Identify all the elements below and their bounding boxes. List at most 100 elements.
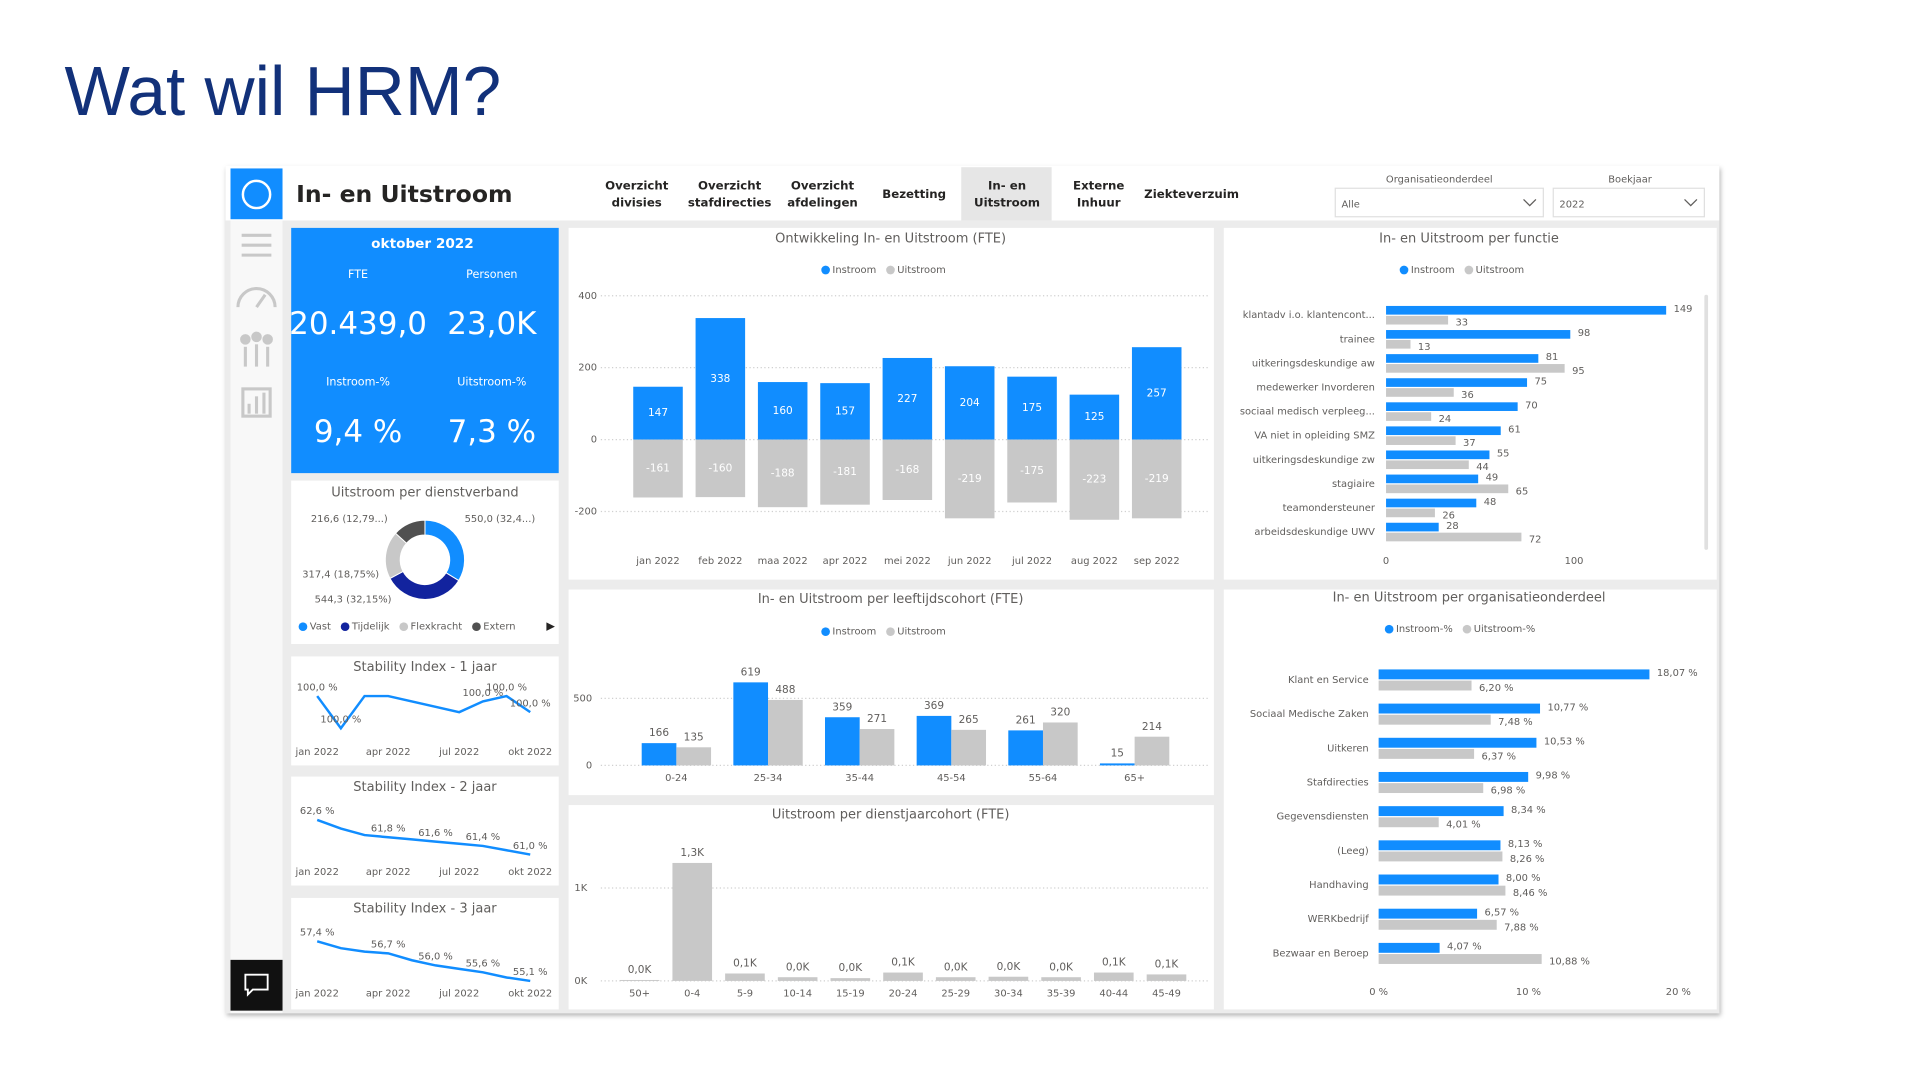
x-tick-label: jul 2022 <box>438 867 479 878</box>
bar <box>1069 394 1120 440</box>
x-tick-label: 25-29 <box>941 988 970 999</box>
data-label: 0,0K <box>944 961 969 973</box>
bar <box>1378 840 1501 851</box>
y-category-label: Stafdirecties <box>1307 778 1369 789</box>
chat-button[interactable] <box>230 959 283 1011</box>
kpi-value: 20.439,0 <box>289 306 427 342</box>
data-label: 55 <box>1497 449 1510 460</box>
bar <box>1386 474 1479 484</box>
data-label: 147 <box>648 407 668 419</box>
data-label: 55,6 % <box>466 959 501 970</box>
bar <box>676 747 712 766</box>
y-category-label: Klant en Service <box>1288 675 1369 686</box>
bar <box>1386 450 1490 460</box>
data-label: 100,0 % <box>486 682 527 693</box>
x-tick-label: aug 2022 <box>1071 556 1118 567</box>
logo <box>230 168 283 220</box>
kpi-label: Uitstroom-% <box>457 376 526 389</box>
data-label: -223 <box>1082 474 1106 486</box>
data-label: 33 <box>1456 318 1469 329</box>
x-tick-label: jul 2022 <box>438 988 479 999</box>
x-tick-label: 10 % <box>1516 987 1541 998</box>
chart-title: Uitstroom per dienstjaarcohort (FTE) <box>772 807 1010 822</box>
bar <box>1131 439 1182 519</box>
nav-tab[interactable]: Inhuur <box>1077 196 1121 210</box>
data-label: 100,0 % <box>320 715 361 726</box>
data-label: 175 <box>1022 402 1042 414</box>
x-tick-label: jan 2022 <box>635 556 679 567</box>
data-label: 7,88 % <box>1504 922 1539 933</box>
x-tick-label: 35-44 <box>845 773 874 784</box>
y-category-label: klantadv i.o. klantencont... <box>1243 310 1375 321</box>
chart-title: In- en Uitstroom per functie <box>1379 232 1559 247</box>
nav-tab[interactable]: Overzicht <box>605 178 669 192</box>
legend-label: Instroom <box>1411 265 1455 276</box>
legend-label: Extern <box>483 622 515 633</box>
data-label: 9,98 % <box>1536 771 1571 782</box>
bar <box>882 357 933 440</box>
y-category-label: trainee <box>1340 334 1375 345</box>
y-category-label: Handhaving <box>1309 880 1369 891</box>
data-label: 227 <box>897 393 917 405</box>
x-tick-label: okt 2022 <box>508 988 552 999</box>
y-tick-label: 500 <box>573 693 592 704</box>
bar <box>1386 388 1454 397</box>
legend-marker <box>886 265 895 275</box>
x-tick-label: 5-9 <box>737 988 753 999</box>
filter-dropdown[interactable] <box>1334 187 1544 218</box>
data-label: -188 <box>771 467 795 479</box>
bar <box>1042 722 1078 766</box>
bar <box>695 439 746 498</box>
filter-dropdown[interactable] <box>1552 187 1705 218</box>
data-label: 0,0K <box>628 964 653 976</box>
chart-title: Stability Index - 1 jaar <box>353 660 497 675</box>
nav-tab[interactable]: Bezetting <box>882 187 946 201</box>
data-label: -160 <box>708 462 732 474</box>
bar <box>1146 974 1187 981</box>
bar <box>935 977 976 981</box>
nav-tab[interactable]: stafdirecties <box>688 196 771 210</box>
legend-marker <box>1464 265 1474 275</box>
chart-title: In- en Uitstroom per organisatieonderdee… <box>1333 591 1606 606</box>
x-tick-label: 30-34 <box>994 988 1023 999</box>
data-label: -175 <box>1020 465 1044 477</box>
bar <box>1378 771 1529 782</box>
nav-tab[interactable]: afdelingen <box>787 196 858 210</box>
data-label: 0,1K <box>1155 959 1180 971</box>
legend-marker <box>1384 624 1394 634</box>
nav-tab[interactable]: Overzicht <box>791 178 855 192</box>
data-label: 214 <box>1142 721 1162 733</box>
data-label: 61 <box>1508 424 1521 435</box>
data-label: 8,34 % <box>1511 805 1546 816</box>
nav-tab[interactable]: Overzicht <box>698 178 762 192</box>
bar <box>1378 851 1503 862</box>
data-label: 75 <box>1534 376 1547 387</box>
nav-tab[interactable]: Ziekteverzuim <box>1144 187 1239 201</box>
y-category-label: Bezwaar en Beroep <box>1273 948 1369 959</box>
bar <box>1386 315 1449 325</box>
data-label: 265 <box>959 714 979 726</box>
data-label: 100,0 % <box>462 688 503 699</box>
x-tick-label: feb 2022 <box>698 556 742 567</box>
data-label: 216,6 (12,79...) <box>311 514 388 525</box>
nav-tab[interactable]: Externe <box>1073 178 1124 192</box>
legend-marker <box>821 265 830 275</box>
nav-tab[interactable]: In- en <box>988 178 1026 192</box>
data-label: 70 <box>1525 400 1538 411</box>
data-label: 261 <box>1016 714 1036 726</box>
nav-tab[interactable]: divisies <box>612 196 662 210</box>
data-label: 125 <box>1084 411 1104 423</box>
legend-more-arrow[interactable]: ▶ <box>546 620 555 633</box>
y-tick-label: 0 <box>591 435 597 446</box>
x-tick-label: mei 2022 <box>884 556 931 567</box>
x-tick-label: jul 2022 <box>1011 556 1052 567</box>
bar <box>1386 532 1522 542</box>
data-label: 0,1K <box>891 957 916 969</box>
data-label: 166 <box>649 727 669 739</box>
data-label: 7,48 % <box>1498 717 1533 728</box>
data-label: 10,88 % <box>1549 956 1590 967</box>
data-label: 61,0 % <box>513 841 548 852</box>
nav-tab[interactable]: Uitstroom <box>974 196 1040 210</box>
data-label: 37 <box>1463 438 1476 449</box>
scrollbar <box>1704 294 1709 550</box>
